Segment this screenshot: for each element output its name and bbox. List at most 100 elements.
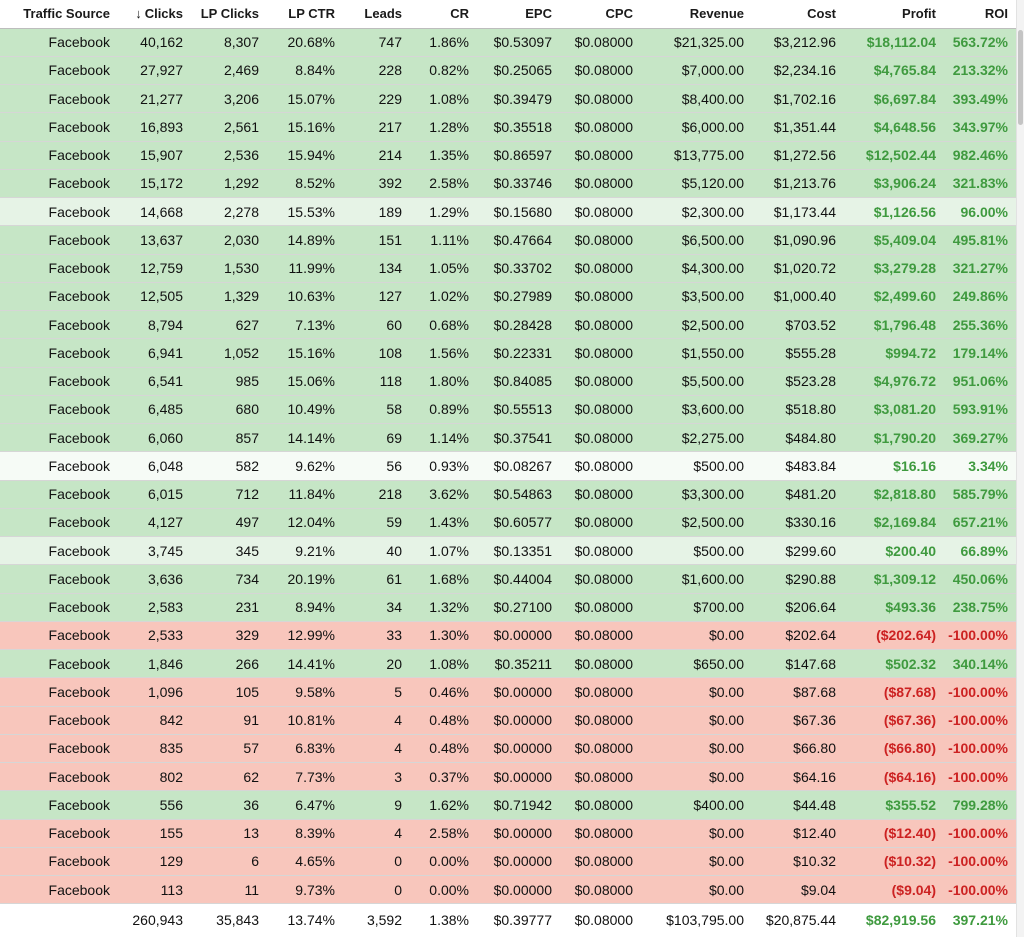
table-row[interactable]: Facebook 12,505 1,329 10.63% 127 1.02% $0.2798… <box>0 282 1016 312</box>
cell-cost: $44.48 <box>752 790 844 820</box>
cell-lp-ctr: 15.06% <box>267 367 343 396</box>
cell-cpc: $0.08000 <box>560 621 641 651</box>
table-row[interactable]: Facebook 6,015 712 11.84% 218 3.62% $0.54863 $0… <box>0 480 1016 509</box>
cell-cost: $147.68 <box>752 649 844 679</box>
table-row[interactable]: Facebook 3,636 734 20.19% 61 1.68% $0.44004 $0.… <box>0 564 1016 594</box>
col-header-roi[interactable]: ROI <box>944 0 1016 29</box>
cell-revenue: $1,600.00 <box>641 564 752 594</box>
table-row[interactable]: Facebook 40,162 8,307 20.68% 747 1.86% $0.5309… <box>0 28 1016 57</box>
table-row[interactable]: Facebook 14,668 2,278 15.53% 189 1.29% $0.1568… <box>0 197 1016 227</box>
table-row[interactable]: Facebook 6,060 857 14.14% 69 1.14% $0.37541 $0.… <box>0 423 1016 453</box>
cell-traffic-source: Facebook <box>0 338 118 368</box>
cell-cr: 1.43% <box>410 508 477 538</box>
col-header-label: Revenue <box>689 6 744 22</box>
table-row[interactable]: Facebook 3,745 345 9.21% 40 1.07% $0.13351 $0.0… <box>0 536 1016 566</box>
cell-epc: $0.33702 <box>477 254 560 283</box>
table-row[interactable]: Facebook 1,096 105 9.58% 5 0.46% $0.00000 $0.08… <box>0 677 1016 707</box>
cell-leads: 58 <box>343 395 410 425</box>
col-header-cost[interactable]: Cost <box>752 0 844 29</box>
cell-traffic-source: Facebook <box>0 84 118 114</box>
cell-lp-ctr: 7.73% <box>267 762 343 792</box>
cell-traffic-source: Facebook <box>0 564 118 594</box>
cell-lp-clicks: 1,530 <box>191 254 267 283</box>
cell-profit: $2,169.84 <box>844 508 944 538</box>
cell-cr: 0.48% <box>410 706 477 735</box>
cell-lp-clicks: 8,307 <box>191 28 267 57</box>
table-row[interactable]: Facebook 27,927 2,469 8.84% 228 0.82% $0.25065… <box>0 56 1016 86</box>
cell-cpc: $0.08000 <box>560 84 641 114</box>
total-traffic-source <box>0 903 118 935</box>
cell-clicks: 6,015 <box>118 480 191 509</box>
cell-epc: $0.55513 <box>477 395 560 425</box>
cell-lp-clicks: 266 <box>191 649 267 679</box>
cell-clicks: 16,893 <box>118 112 191 142</box>
cell-profit: ($87.68) <box>844 677 944 707</box>
cell-lp-ctr: 11.84% <box>267 480 343 509</box>
cell-cost: $3,212.96 <box>752 28 844 57</box>
cell-epc: $0.00000 <box>477 677 560 707</box>
scrollbar-thumb[interactable] <box>1018 30 1023 125</box>
cell-roi: 340.14% <box>944 649 1016 679</box>
table-row[interactable]: Facebook 15,172 1,292 8.52% 392 2.58% $0.33746… <box>0 169 1016 199</box>
table-row[interactable]: Facebook 6,485 680 10.49% 58 0.89% $0.55513 $0.… <box>0 395 1016 425</box>
col-header-traffic-source[interactable]: Traffic Source <box>0 0 118 29</box>
table-row[interactable]: Facebook 835 57 6.83% 4 0.48% $0.00000 $0.08000… <box>0 734 1016 764</box>
totals-row: 260,943 35,843 13.74% 3,592 1.38% $0.397… <box>0 903 1016 935</box>
cell-roi: 255.36% <box>944 310 1016 340</box>
col-header-profit[interactable]: Profit <box>844 0 944 29</box>
table-row[interactable]: Facebook 15,907 2,536 15.94% 214 1.35% $0.8659… <box>0 141 1016 170</box>
table-row[interactable]: Facebook 129 6 4.65% 0 0.00% $0.00000 $0.08000 $… <box>0 847 1016 877</box>
table-row[interactable]: Facebook 1,846 266 14.41% 20 1.08% $0.35211 $0.… <box>0 649 1016 679</box>
table-row[interactable]: Facebook 6,048 582 9.62% 56 0.93% $0.08267 $0.0… <box>0 451 1016 481</box>
table-row[interactable]: Facebook 155 13 8.39% 4 2.58% $0.00000 $0.08000… <box>0 819 1016 848</box>
cell-revenue: $0.00 <box>641 762 752 792</box>
table-row[interactable]: Facebook 12,759 1,530 11.99% 134 1.05% $0.3370… <box>0 254 1016 283</box>
table-row[interactable]: Facebook 6,541 985 15.06% 118 1.80% $0.84085 $0… <box>0 367 1016 396</box>
cell-roi: 593.91% <box>944 395 1016 425</box>
table-row[interactable]: Facebook 802 62 7.73% 3 0.37% $0.00000 $0.08000… <box>0 762 1016 792</box>
cell-traffic-source: Facebook <box>0 395 118 425</box>
cell-traffic-source: Facebook <box>0 875 118 905</box>
cell-cpc: $0.08000 <box>560 338 641 368</box>
table-row[interactable]: Facebook 16,893 2,561 15.16% 217 1.28% $0.3551… <box>0 112 1016 142</box>
total-leads: 3,592 <box>343 903 410 935</box>
table-row[interactable]: Facebook 13,637 2,030 14.89% 151 1.11% $0.4766… <box>0 225 1016 255</box>
col-header-lp-clicks[interactable]: LP Clicks <box>191 0 267 29</box>
table-row[interactable]: Facebook 113 11 9.73% 0 0.00% $0.00000 $0.08000… <box>0 875 1016 905</box>
table-row[interactable]: Facebook 6,941 1,052 15.16% 108 1.56% $0.22331… <box>0 338 1016 368</box>
col-header-clicks[interactable]: ↓ Clicks <box>118 0 191 29</box>
total-roi: 397.21% <box>944 903 1016 935</box>
total-revenue: $103,795.00 <box>641 903 752 935</box>
cell-traffic-source: Facebook <box>0 508 118 538</box>
table-row[interactable]: Facebook 556 36 6.47% 9 1.62% $0.71942 $0.08000… <box>0 790 1016 820</box>
col-header-epc[interactable]: EPC <box>477 0 560 29</box>
cell-leads: 40 <box>343 536 410 566</box>
cell-profit: ($64.16) <box>844 762 944 792</box>
cell-revenue: $21,325.00 <box>641 28 752 57</box>
cell-cost: $481.20 <box>752 480 844 509</box>
cell-traffic-source: Facebook <box>0 536 118 566</box>
cell-traffic-source: Facebook <box>0 310 118 340</box>
table-row[interactable]: Facebook 2,533 329 12.99% 33 1.30% $0.00000 $0.… <box>0 621 1016 651</box>
col-header-label: LP Clicks <box>200 6 259 22</box>
cell-clicks: 21,277 <box>118 84 191 114</box>
cell-lp-clicks: 57 <box>191 734 267 764</box>
table-row[interactable]: Facebook 8,794 627 7.13% 60 0.68% $0.28428 $0.0… <box>0 310 1016 340</box>
col-header-leads[interactable]: Leads <box>343 0 410 29</box>
table-row[interactable]: Facebook 4,127 497 12.04% 59 1.43% $0.60577 $0.… <box>0 508 1016 538</box>
col-header-cpc[interactable]: CPC <box>560 0 641 29</box>
vertical-scrollbar[interactable] <box>1016 0 1024 937</box>
cell-cpc: $0.08000 <box>560 564 641 594</box>
cell-lp-clicks: 6 <box>191 847 267 877</box>
col-header-lp-ctr[interactable]: LP CTR <box>267 0 343 29</box>
cell-clicks: 3,745 <box>118 536 191 566</box>
table-row[interactable]: Facebook 842 91 10.81% 4 0.48% $0.00000 $0.0800… <box>0 706 1016 735</box>
col-header-revenue[interactable]: Revenue <box>641 0 752 29</box>
table-row[interactable]: Facebook 21,277 3,206 15.07% 229 1.08% $0.3947… <box>0 84 1016 114</box>
cell-profit: $5,409.04 <box>844 225 944 255</box>
cell-profit: ($10.32) <box>844 847 944 877</box>
cell-leads: 59 <box>343 508 410 538</box>
cell-profit: $6,697.84 <box>844 84 944 114</box>
col-header-cr[interactable]: CR <box>410 0 477 29</box>
table-row[interactable]: Facebook 2,583 231 8.94% 34 1.32% $0.27100 $0.0… <box>0 593 1016 622</box>
